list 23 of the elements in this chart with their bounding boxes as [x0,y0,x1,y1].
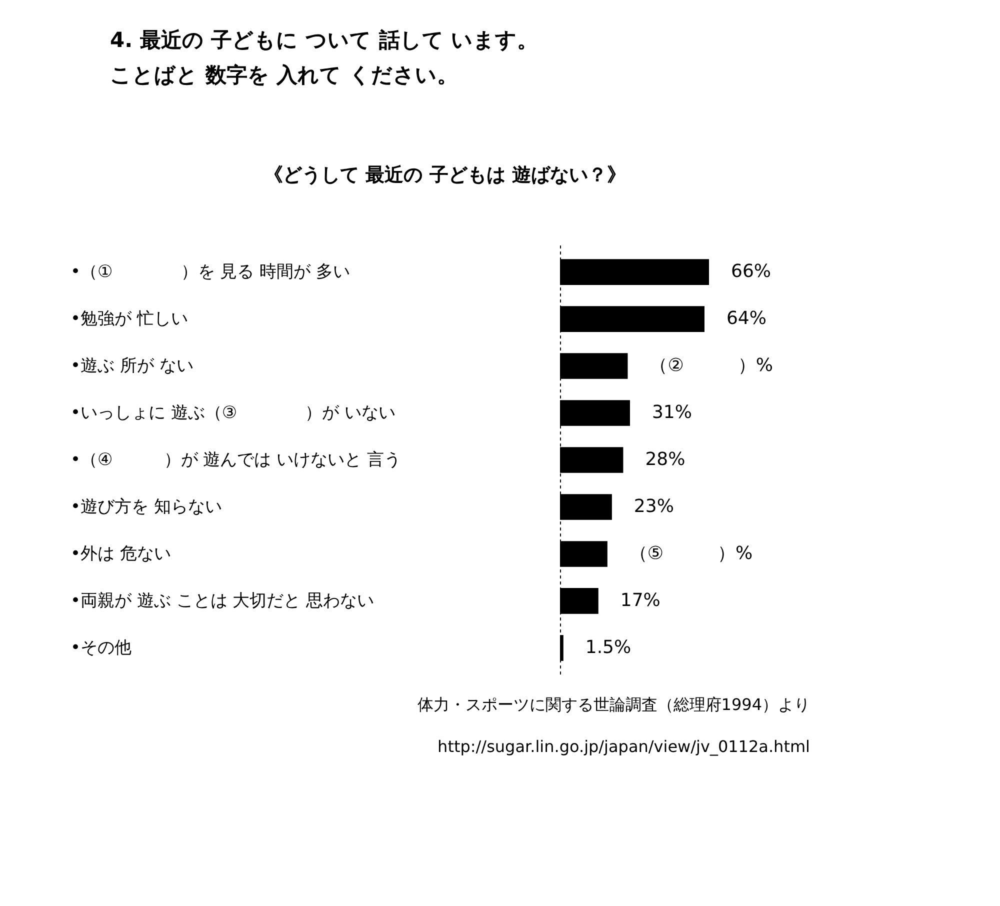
y-tick-label: •遊び方を 知らない [70,496,222,517]
y-tick-label: •（① ）を 見る 時間が 多い [70,262,350,282]
text: http://sugar.lin.go.jp/japan/view/jv_0112a.html [438,737,810,756]
y-tick-label: •その他 [70,638,132,658]
y-tick-label: •両親が 遊ぶ ことは 大切だと 思わない [70,590,374,611]
data-label: 28% [645,449,686,470]
data-label: 64% [726,308,766,330]
data-label: 23% [634,496,674,517]
y-tick-label: •いっしょに 遊ぶ（③ ）が いない [70,403,396,424]
y-tick-label: •遊ぶ 所が ない [70,356,194,376]
data-label: （⑤ ）% [629,542,753,564]
data-label: 31% [652,402,692,424]
y-tick-label: •（④ ）が 遊んでは いけないと 言う [70,450,401,470]
data-label: （② ）% [650,355,773,376]
y-tick-label: •外は 危ない [70,544,171,564]
y-tick-label: •勉強が 忙しい [70,309,188,330]
data-label: 17% [620,590,660,611]
text: ことばと 数字を 入れて ください。 [110,63,458,87]
text: 《どうして 最近の 子どもは 遊ばない？》 [264,164,626,186]
text: 体力・スポーツに関する世論調査（総理府1994）より [417,695,810,714]
data-label: 1.5% [585,636,632,658]
text: 4. 最近の 子どもに ついて 話して います。 [110,28,538,52]
data-label: 66% [731,261,772,282]
